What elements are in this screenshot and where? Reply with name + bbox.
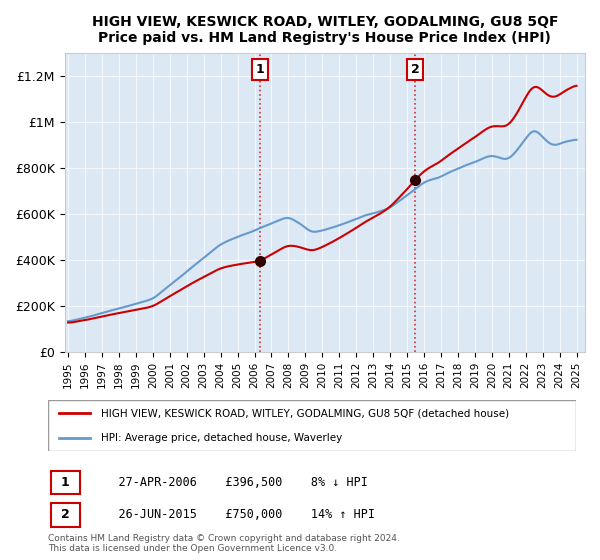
Text: Contains HM Land Registry data © Crown copyright and database right 2024.
This d: Contains HM Land Registry data © Crown c…	[48, 534, 400, 553]
FancyBboxPatch shape	[50, 470, 80, 494]
Text: 27-APR-2006    £396,500    8% ↓ HPI: 27-APR-2006 £396,500 8% ↓ HPI	[90, 476, 368, 489]
Text: 1: 1	[61, 476, 69, 489]
Text: 2: 2	[61, 508, 69, 521]
Title: HIGH VIEW, KESWICK ROAD, WITLEY, GODALMING, GU8 5QF
Price paid vs. HM Land Regis: HIGH VIEW, KESWICK ROAD, WITLEY, GODALMI…	[92, 15, 558, 45]
Text: 1: 1	[256, 63, 265, 76]
Text: 2: 2	[411, 63, 420, 76]
Text: HPI: Average price, detached house, Waverley: HPI: Average price, detached house, Wave…	[101, 433, 342, 443]
FancyBboxPatch shape	[50, 503, 80, 527]
Text: HIGH VIEW, KESWICK ROAD, WITLEY, GODALMING, GU8 5QF (detached house): HIGH VIEW, KESWICK ROAD, WITLEY, GODALMI…	[101, 408, 509, 418]
Text: 26-JUN-2015    £750,000    14% ↑ HPI: 26-JUN-2015 £750,000 14% ↑ HPI	[90, 508, 375, 521]
FancyBboxPatch shape	[48, 400, 576, 451]
